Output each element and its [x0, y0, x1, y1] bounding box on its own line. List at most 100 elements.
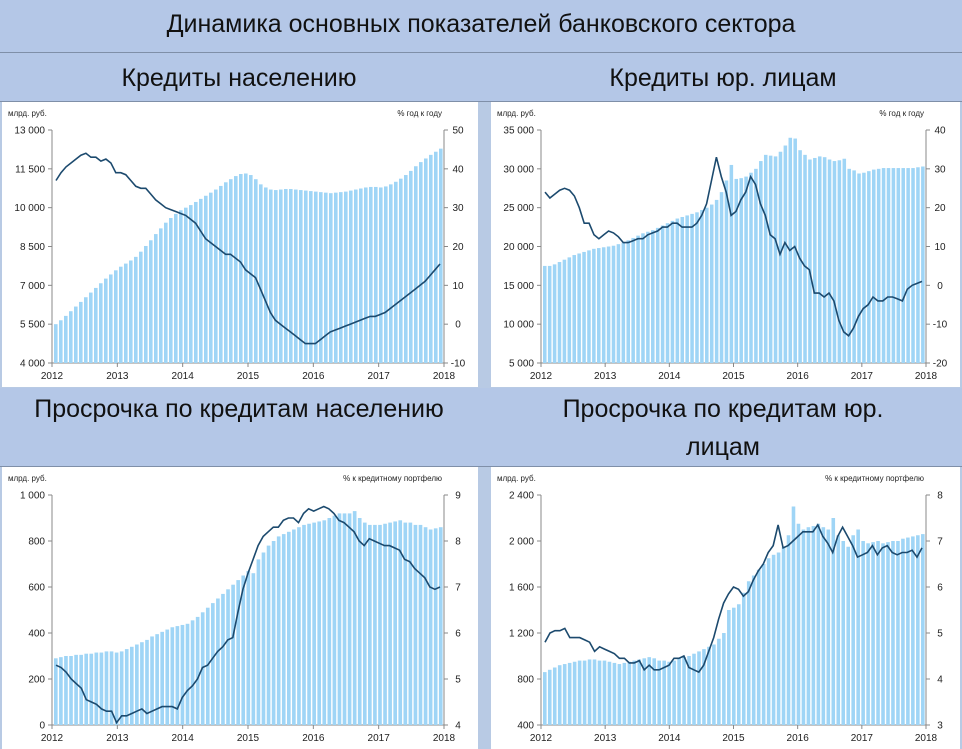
bar [89, 292, 93, 363]
bar [194, 201, 198, 363]
bar [709, 204, 714, 363]
right-tick-label: 40 [452, 164, 464, 175]
bar [891, 541, 895, 725]
bar [827, 159, 832, 363]
left-unit-label: млрд. руб. [497, 109, 536, 118]
bar [734, 178, 739, 363]
bar [309, 191, 313, 363]
x-tick-label: 2015 [237, 733, 260, 744]
bar [109, 651, 114, 725]
bar [69, 656, 73, 725]
bar [393, 521, 397, 725]
bar [195, 616, 200, 725]
bar [759, 161, 763, 363]
bar [317, 521, 322, 725]
bar [369, 186, 373, 363]
bar [831, 518, 836, 725]
bar [378, 524, 382, 725]
bar [302, 524, 306, 725]
left-tick-label: 200 [28, 675, 45, 686]
bar [813, 157, 817, 363]
x-tick-label: 2017 [368, 733, 391, 744]
bar [911, 536, 915, 725]
x-tick-label: 2018 [915, 733, 938, 744]
bar [876, 168, 881, 363]
bar [587, 250, 591, 363]
chart2-title: Кредиты юр. лицам [609, 64, 837, 92]
right-tick-label: 5 [455, 675, 461, 686]
bar [424, 158, 428, 363]
bar [144, 245, 148, 363]
bar [59, 320, 63, 363]
right-tick-label: 9 [455, 491, 461, 502]
bar [54, 324, 58, 363]
bar [655, 227, 660, 363]
right-tick-label: 40 [934, 126, 946, 137]
page-title: Динамика основных показателей банковског… [166, 10, 796, 38]
bar [592, 659, 597, 725]
left-tick-label: 15 000 [503, 281, 534, 292]
bar [216, 598, 220, 725]
bar [778, 151, 783, 363]
x-tick-label: 2012 [530, 733, 553, 744]
bar [722, 633, 726, 725]
bar [64, 656, 68, 725]
bar [621, 242, 626, 363]
bar [786, 535, 791, 725]
bar [388, 522, 392, 725]
bar [732, 607, 736, 725]
left-tick-label: 1 200 [509, 629, 534, 640]
bar [842, 158, 847, 363]
series-line [55, 505, 441, 725]
bar [314, 191, 318, 363]
bar [423, 527, 428, 725]
bar [229, 179, 233, 363]
bar [712, 644, 716, 725]
bar [754, 168, 758, 363]
bar [154, 234, 158, 363]
bar [99, 283, 103, 363]
bar [881, 543, 885, 725]
bar [803, 154, 807, 363]
bar [354, 189, 358, 363]
bar [631, 237, 635, 363]
bar [59, 657, 63, 725]
right-unit-label: % год к году [879, 109, 924, 118]
bar [665, 223, 670, 363]
bar [636, 235, 640, 363]
bar [359, 188, 363, 363]
bar [337, 513, 342, 725]
bar [801, 529, 806, 725]
bar [241, 575, 246, 725]
bar [408, 522, 413, 725]
bar [808, 159, 812, 363]
bar [667, 661, 671, 725]
bar [373, 524, 377, 725]
bar [670, 220, 675, 363]
bar [327, 518, 332, 725]
bar [652, 658, 657, 725]
bar [398, 520, 403, 725]
bar [816, 523, 821, 725]
bar [429, 154, 433, 363]
chart2-panel: млрд. руб. % год к году 5 000 10 000 15 000 2… [491, 102, 960, 387]
x-tick-label: 2014 [172, 733, 195, 744]
left-tick-label: 1 000 [20, 491, 45, 502]
bar [921, 534, 925, 725]
bar [886, 542, 890, 725]
bar [562, 664, 567, 725]
left-tick-label: 2 000 [509, 537, 534, 548]
bar [612, 662, 617, 725]
x-tick-label: 2017 [851, 371, 874, 382]
bar [744, 176, 748, 363]
bar [261, 552, 266, 725]
bar [587, 659, 592, 725]
bar [352, 511, 357, 725]
x-tick-label: 2015 [237, 371, 260, 382]
bar [543, 265, 547, 363]
bar [251, 573, 256, 725]
bar [299, 190, 303, 363]
bar [266, 545, 271, 725]
bar [637, 659, 642, 725]
